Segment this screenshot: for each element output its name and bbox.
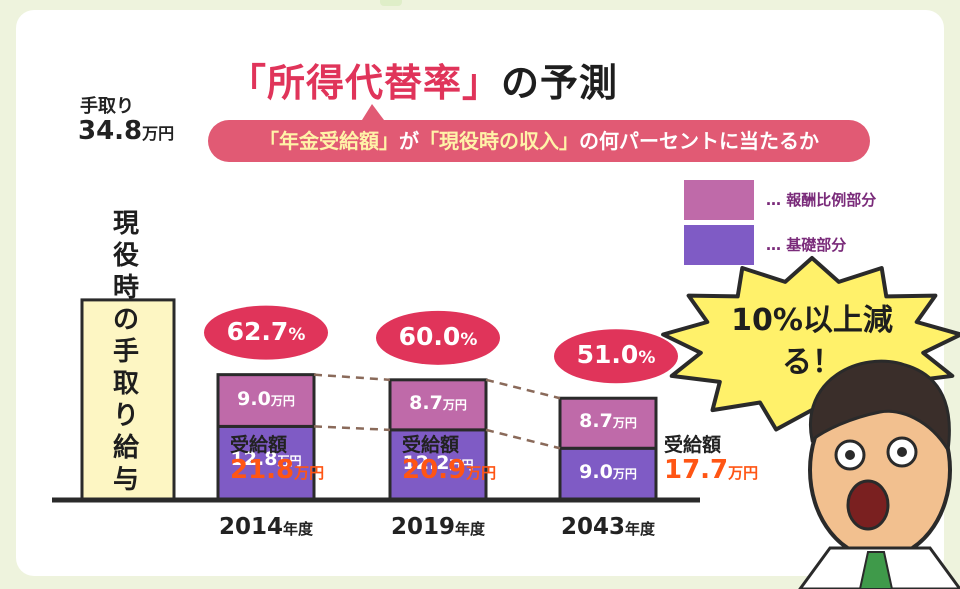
year-number: 2019 — [390, 514, 455, 540]
bar-upper-2043 — [558, 396, 658, 450]
ratio-label: 62.7% — [206, 317, 326, 346]
year-unit: 年度 — [625, 520, 656, 538]
connector-top — [313, 373, 391, 382]
ratio-percent: % — [460, 329, 478, 350]
value-label-upper-number: 8.7 — [409, 391, 443, 414]
ratio-bubble-2014 — [204, 305, 328, 360]
receive-value-number: 20.9 — [402, 455, 467, 485]
receive-label: 受給額 — [402, 434, 460, 456]
figure-hair — [809, 359, 951, 455]
figure-pupil-right — [897, 447, 907, 457]
receive-amount: 受給額 20.9万円 — [402, 430, 522, 485]
ratio-bubble-2043 — [554, 329, 678, 384]
legend-swatch-upper — [684, 180, 754, 220]
ratio-number: 62.7 — [226, 316, 289, 346]
receive-amount: 受給額 17.7万円 — [664, 430, 784, 485]
legend-swatch-lower — [684, 225, 754, 265]
bar-upper-2019 — [388, 378, 488, 432]
connector-mid — [485, 428, 561, 450]
title-highlight: 「所得代替率」 — [228, 61, 502, 105]
ratio-percent: % — [638, 348, 656, 369]
year-label: 2014年度 — [196, 514, 336, 540]
ratio-number: 51.0 — [576, 340, 639, 370]
value-label-lower-number: 12.8 — [230, 448, 278, 471]
value-label-upper: 9.0万円 — [218, 388, 314, 410]
takehome-unit: 万円 — [142, 124, 175, 143]
receive-value-unit: 万円 — [294, 464, 325, 482]
connector-top — [485, 378, 561, 400]
value-label-lower-number: 9.0 — [579, 461, 613, 484]
receive-value-unit: 万円 — [466, 464, 497, 482]
legend-label-upper: … 報酬比例部分 — [766, 191, 877, 209]
receive-value: 20.9万円 — [402, 455, 522, 485]
legend-label-lower: … 基礎部分 — [766, 236, 847, 254]
bar-base-2043 — [558, 446, 658, 502]
connector-mid — [313, 425, 391, 432]
value-label-lower: 9.0万円 — [560, 461, 656, 483]
receive-label: 受給額 — [230, 434, 288, 456]
bar-base-2014 — [216, 424, 316, 502]
takehome-bar — [80, 298, 176, 502]
receive-value-number: 17.7 — [664, 455, 729, 485]
ratio-label: 60.0% — [378, 322, 498, 351]
takehome-value: 34.8万円 — [78, 116, 174, 146]
value-label-lower-unit: 万円 — [449, 457, 474, 472]
value-label-upper: 8.7万円 — [560, 410, 656, 432]
year-unit: 年度 — [283, 520, 314, 538]
title-suffix: の予測 — [501, 61, 619, 105]
receive-amount: 受給額 21.8万円 — [230, 430, 350, 485]
subtitle-part2: が — [399, 129, 419, 153]
figure-tie — [858, 551, 894, 589]
receive-value: 21.8万円 — [230, 455, 350, 485]
value-label-lower-unit: 万円 — [612, 467, 637, 482]
value-label-upper-unit: 万円 — [270, 393, 295, 408]
year-unit: 年度 — [455, 520, 486, 538]
value-label-upper: 8.7万円 — [390, 392, 486, 414]
bar-upper-2014 — [216, 373, 316, 428]
value-label-upper-unit: 万円 — [612, 416, 637, 431]
chart-title: 「所得代替率」の予測 — [228, 52, 618, 107]
top-tab — [380, 0, 402, 6]
value-label-upper-number: 9.0 — [237, 387, 271, 410]
receive-label: 受給額 — [664, 434, 722, 456]
ratio-bubble-2019 — [376, 310, 500, 365]
value-label-lower: 12.2万円 — [390, 452, 486, 474]
year-number: 2043 — [560, 514, 625, 540]
year-number: 2014 — [218, 514, 283, 540]
subtitle-banner: 「年金受給額」が「現役時の収入」の何パーセントに当たるか — [208, 120, 870, 162]
value-label-lower-number: 12.2 — [402, 451, 450, 474]
value-label-upper-number: 8.7 — [579, 410, 613, 433]
callout-text: 10%以上減る！ — [731, 303, 893, 380]
subtitle-part1: 「年金受給額」 — [259, 129, 399, 153]
subtitle-pointer — [362, 104, 384, 120]
takehome-bar-text: 現役時の手取り給与 — [112, 209, 139, 495]
takehome-number: 34.8 — [78, 116, 143, 146]
receive-value-number: 21.8 — [230, 455, 295, 485]
receive-value: 17.7万円 — [664, 455, 784, 485]
subtitle-part3: 「現役時の収入」 — [419, 129, 579, 153]
value-label-lower: 12.8万円 — [218, 448, 314, 470]
ratio-number: 60.0 — [398, 321, 461, 351]
figure-mouth — [846, 479, 890, 531]
value-label-lower-unit: 万円 — [277, 454, 302, 469]
receive-value-unit: 万円 — [728, 464, 759, 482]
value-label-upper-unit: 万円 — [442, 397, 467, 412]
year-label: 2019年度 — [368, 514, 508, 540]
ratio-percent: % — [288, 324, 306, 345]
takehome-label: 手取り — [80, 96, 134, 117]
ratio-label: 51.0% — [556, 340, 676, 369]
figure-pupil-left — [845, 450, 855, 460]
year-label: 2043年度 — [538, 514, 678, 540]
subtitle-part4: の何パーセントに当たるか — [579, 129, 819, 153]
